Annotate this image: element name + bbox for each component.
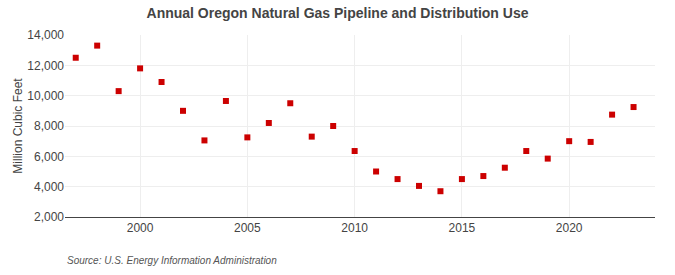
svg-text:Source: U.S. Energy Informatio: Source: U.S. Energy Information Administ… <box>67 255 277 266</box>
svg-text:14,000: 14,000 <box>27 28 64 42</box>
svg-text:4,000: 4,000 <box>34 180 64 194</box>
svg-text:6,000: 6,000 <box>34 150 64 164</box>
svg-text:2000: 2000 <box>127 221 154 235</box>
svg-text:8,000: 8,000 <box>34 119 64 133</box>
svg-text:Million Cubic Feet: Million Cubic Feet <box>11 78 25 174</box>
svg-text:2005: 2005 <box>234 221 261 235</box>
svg-text:2,000: 2,000 <box>34 210 64 224</box>
svg-text:10,000: 10,000 <box>27 89 64 103</box>
svg-text:2015: 2015 <box>449 221 476 235</box>
svg-text:2010: 2010 <box>341 221 368 235</box>
svg-text:Annual Oregon Natural Gas Pipe: Annual Oregon Natural Gas Pipeline and D… <box>147 5 529 21</box>
svg-text:2020: 2020 <box>556 221 583 235</box>
svg-text:12,000: 12,000 <box>27 59 64 73</box>
